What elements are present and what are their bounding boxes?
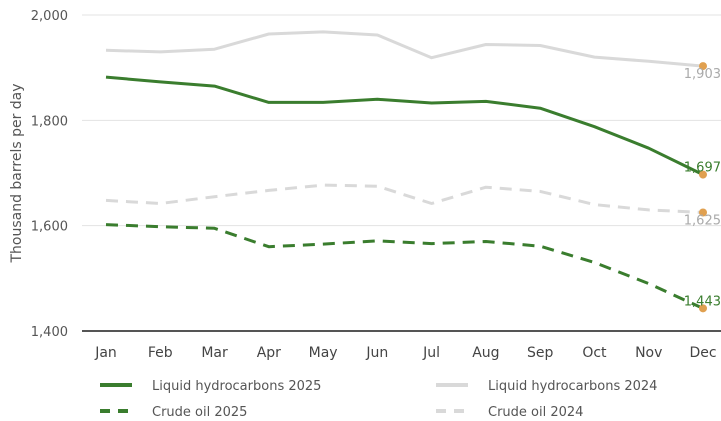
y-tick-label: 1,600	[31, 220, 68, 235]
series-lines	[105, 30, 704, 310]
series-line	[105, 183, 704, 214]
y-axis-ticks: 1,400 1,600 1,800 2,000	[31, 9, 68, 340]
end-value-label: 1,903	[684, 67, 721, 82]
end-labels: 1,697 1,443 1,903 1,625	[684, 62, 721, 313]
end-point-marker	[699, 304, 707, 313]
end-point-marker	[699, 170, 707, 179]
end-point-marker	[699, 62, 707, 71]
end-value-label: 1,697	[684, 161, 721, 176]
y-axis-label: Thousand barrels per day	[9, 83, 25, 263]
y-tick-label: 1,400	[31, 325, 68, 340]
x-tick-label: Aug	[472, 345, 499, 361]
x-tick-label: Jan	[94, 345, 117, 361]
legend: Liquid hydrocarbons 2025 Crude oil 2025 Li…	[100, 379, 657, 420]
series-line	[105, 75, 704, 176]
end-value-label: 1,443	[684, 294, 721, 309]
series-line	[105, 30, 704, 68]
legend-label: Crude oil 2025	[152, 405, 247, 420]
x-tick-label: Dec	[689, 345, 716, 361]
x-tick-label: Feb	[148, 345, 173, 361]
x-tick-label: Jun	[365, 345, 388, 361]
x-tick-label: Sep	[527, 345, 554, 361]
legend-label: Liquid hydrocarbons 2025	[152, 379, 321, 394]
x-tick-label: Oct	[582, 345, 607, 361]
series-line	[105, 223, 704, 310]
x-tick-label: May	[309, 345, 338, 361]
y-tick-label: 1,800	[31, 114, 68, 129]
x-tick-label: Jul	[422, 345, 440, 361]
x-tick-label: Mar	[201, 345, 228, 361]
x-axis-ticks: Jan Feb Mar Apr May Jun Jul Aug Sep Oct Nov Dec	[94, 345, 716, 361]
gridlines	[82, 14, 721, 227]
x-tick-label: Nov	[635, 345, 662, 361]
end-point-marker	[699, 208, 707, 217]
y-tick-label: 2,000	[31, 9, 68, 24]
legend-label: Crude oil 2024	[488, 405, 583, 420]
x-tick-label: Apr	[257, 345, 281, 361]
end-value-label: 1,625	[684, 214, 721, 229]
legend-label: Liquid hydrocarbons 2024	[488, 379, 657, 394]
